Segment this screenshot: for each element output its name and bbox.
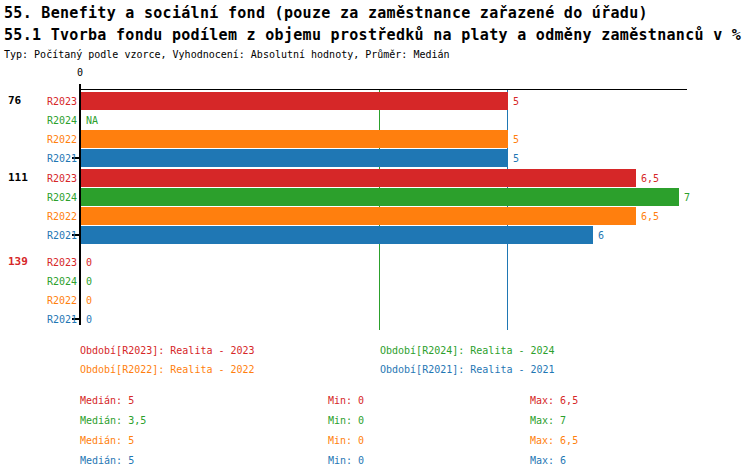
value-label-r2023: 6,5 [641, 173, 659, 184]
stat-min-r2022: Min: 0 [328, 435, 364, 447]
value-label-r2022: 0 [86, 295, 92, 306]
stat-median-r2023: Medián: 5 [80, 395, 134, 407]
stat-min-r2021: Min: 0 [328, 455, 364, 467]
row-label-r2022: R2022 [30, 134, 77, 145]
value-label-r2022: 5 [513, 134, 519, 145]
group-label-111: 111 [8, 172, 28, 184]
legend-item-r2021: Období[R2021]: Realita - 2021 [380, 364, 555, 376]
bar-r2023 [81, 169, 636, 187]
stat-median-r2022: Medián: 5 [80, 435, 134, 447]
row-label-r2023: R2023 [30, 257, 77, 268]
stat-max-r2022: Max: 6,5 [530, 435, 578, 447]
x-axis-zero-tick-label: 0 [74, 67, 86, 79]
bar-r2021 [81, 226, 593, 244]
value-label-r2024: 7 [684, 192, 690, 203]
row-label-r2021: R2021 [30, 153, 77, 164]
stat-max-r2024: Max: 7 [530, 415, 566, 427]
bar-chart: 0 76R20235R2024NAR20225R20215111R20236,5… [0, 0, 750, 340]
stat-min-r2024: Min: 0 [328, 415, 364, 427]
bar-r2023 [81, 92, 508, 110]
stat-median-r2021: Medián: 5 [80, 455, 134, 467]
value-label-r2024: NA [86, 115, 98, 126]
group-label-76: 76 [8, 95, 21, 107]
stat-median-r2024: Medián: 3,5 [80, 415, 146, 427]
value-label-r2024: 0 [86, 276, 92, 287]
value-label-r2021: 5 [513, 153, 519, 164]
row-label-r2024: R2024 [30, 276, 77, 287]
row-label-r2021: R2021 [30, 230, 77, 241]
row-label-r2023: R2023 [30, 173, 77, 184]
row-label-r2021: R2021 [30, 314, 77, 325]
value-label-r2021: 6 [598, 230, 604, 241]
row-label-r2023: R2023 [30, 96, 77, 107]
legend-item-r2023: Období[R2023]: Realita - 2023 [80, 345, 255, 357]
stat-max-r2021: Max: 6 [530, 455, 566, 467]
bar-r2021 [81, 149, 508, 167]
stat-max-r2023: Max: 6,5 [530, 395, 578, 407]
bar-r2022 [81, 130, 508, 148]
bar-r2022 [81, 207, 636, 225]
value-label-r2023: 5 [513, 96, 519, 107]
x-axis-line [79, 89, 687, 90]
group-label-139: 139 [8, 256, 28, 268]
row-label-r2022: R2022 [30, 211, 77, 222]
row-label-r2024: R2024 [30, 115, 77, 126]
value-label-r2021: 0 [86, 314, 92, 325]
row-label-r2022: R2022 [30, 295, 77, 306]
legend-item-r2024: Období[R2024]: Realita - 2024 [380, 345, 555, 357]
row-label-r2024: R2024 [30, 192, 77, 203]
bar-r2024 [81, 188, 679, 206]
stat-min-r2023: Min: 0 [328, 395, 364, 407]
value-label-r2023: 0 [86, 257, 92, 268]
value-label-r2022: 6,5 [641, 211, 659, 222]
legend-item-r2022: Období[R2022]: Realita - 2022 [80, 364, 255, 376]
